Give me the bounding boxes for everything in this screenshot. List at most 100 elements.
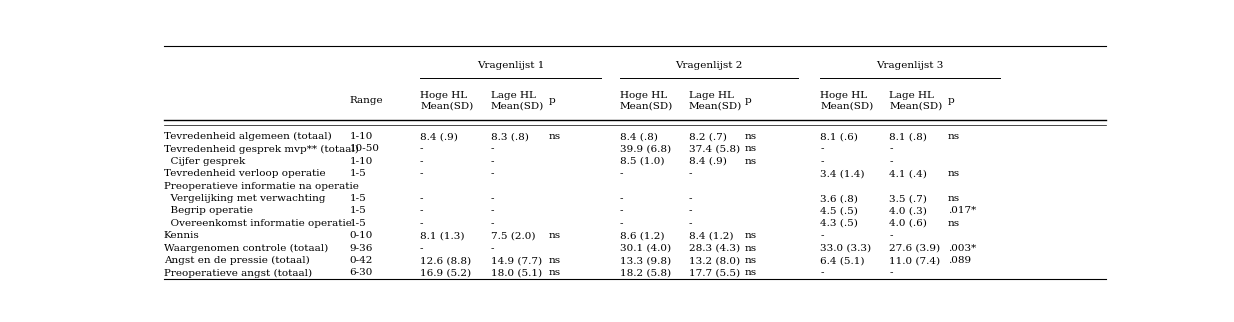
Text: -: -: [420, 169, 423, 178]
Text: -: -: [890, 269, 892, 278]
Text: 8.5 (1.0): 8.5 (1.0): [619, 157, 664, 166]
Text: 8.4 (1.2): 8.4 (1.2): [689, 231, 733, 240]
Text: -: -: [491, 206, 494, 215]
Text: -: -: [821, 157, 824, 166]
Text: 7.5 (2.0): 7.5 (2.0): [491, 231, 536, 240]
Text: 1-5: 1-5: [349, 194, 366, 203]
Text: Overeenkomst informatie operatie: Overeenkomst informatie operatie: [164, 219, 352, 228]
Text: Lage HL
Mean(SD): Lage HL Mean(SD): [491, 90, 544, 111]
Text: 33.0 (3.3): 33.0 (3.3): [821, 244, 871, 253]
Text: 1-5: 1-5: [349, 206, 366, 215]
Text: Hoge HL
Mean(SD): Hoge HL Mean(SD): [420, 90, 474, 111]
Text: -: -: [619, 206, 623, 215]
Text: ns: ns: [548, 132, 560, 141]
Text: p: p: [948, 96, 954, 105]
Text: -: -: [420, 145, 423, 154]
Text: -: -: [689, 219, 692, 228]
Text: -: -: [491, 244, 494, 253]
Text: Angst en de pressie (totaal): Angst en de pressie (totaal): [164, 256, 310, 265]
Text: 6.4 (5.1): 6.4 (5.1): [821, 256, 865, 265]
Text: -: -: [689, 206, 692, 215]
Text: 8.1 (.6): 8.1 (.6): [821, 132, 859, 141]
Text: 10-50: 10-50: [349, 145, 379, 154]
Text: 0-10: 0-10: [349, 231, 373, 240]
Text: -: -: [890, 231, 892, 240]
Text: Cijfer gesprek: Cijfer gesprek: [164, 157, 246, 166]
Text: 13.2 (8.0): 13.2 (8.0): [689, 256, 739, 265]
Text: 4.0 (.3): 4.0 (.3): [890, 206, 927, 215]
Text: ns: ns: [548, 231, 560, 240]
Text: 37.4 (5.8): 37.4 (5.8): [689, 145, 739, 154]
Text: -: -: [491, 219, 494, 228]
Text: -: -: [491, 157, 494, 166]
Text: 8.1 (1.3): 8.1 (1.3): [420, 231, 464, 240]
Text: 4.3 (.5): 4.3 (.5): [821, 219, 859, 228]
Text: 8.6 (1.2): 8.6 (1.2): [619, 231, 664, 240]
Text: 4.0 (.6): 4.0 (.6): [890, 219, 927, 228]
Text: Lage HL
Mean(SD): Lage HL Mean(SD): [890, 90, 943, 111]
Text: 3.4 (1.4): 3.4 (1.4): [821, 169, 865, 178]
Text: Vergelijking met verwachting: Vergelijking met verwachting: [164, 194, 326, 203]
Text: -: -: [420, 244, 423, 253]
Text: p: p: [548, 96, 555, 105]
Text: -: -: [821, 145, 824, 154]
Text: Vragenlijst 1: Vragenlijst 1: [476, 62, 544, 71]
Text: -: -: [890, 157, 892, 166]
Text: Lage HL
Mean(SD): Lage HL Mean(SD): [689, 90, 742, 111]
Text: -: -: [491, 169, 494, 178]
Text: 9-36: 9-36: [349, 244, 373, 253]
Text: ns: ns: [745, 269, 758, 278]
Text: -: -: [821, 269, 824, 278]
Text: 16.9 (5.2): 16.9 (5.2): [420, 269, 471, 278]
Text: 1-5: 1-5: [349, 169, 366, 178]
Text: 0-42: 0-42: [349, 256, 373, 265]
Text: Vragenlijst 2: Vragenlijst 2: [675, 62, 743, 71]
Text: 8.4 (.8): 8.4 (.8): [619, 132, 658, 141]
Text: ns: ns: [745, 231, 758, 240]
Text: 30.1 (4.0): 30.1 (4.0): [619, 244, 671, 253]
Text: 4.5 (.5): 4.5 (.5): [821, 206, 859, 215]
Text: Tevredenheid gesprek mvp** (totaal): Tevredenheid gesprek mvp** (totaal): [164, 144, 359, 154]
Text: -: -: [890, 145, 892, 154]
Text: 3.5 (.7): 3.5 (.7): [890, 194, 927, 203]
Text: 1-10: 1-10: [349, 132, 373, 141]
Text: 18.0 (5.1): 18.0 (5.1): [491, 269, 542, 278]
Text: Tevredenheid algemeen (totaal): Tevredenheid algemeen (totaal): [164, 132, 332, 141]
Text: ns: ns: [745, 157, 758, 166]
Text: Waargenomen controle (totaal): Waargenomen controle (totaal): [164, 243, 328, 253]
Text: 11.0 (7.4): 11.0 (7.4): [890, 256, 940, 265]
Text: .089: .089: [948, 256, 971, 265]
Text: 3.6 (.8): 3.6 (.8): [821, 194, 859, 203]
Text: ns: ns: [948, 219, 960, 228]
Text: -: -: [689, 194, 692, 203]
Text: Range: Range: [349, 96, 383, 105]
Text: -: -: [619, 169, 623, 178]
Text: 8.1 (.8): 8.1 (.8): [890, 132, 927, 141]
Text: Preoperatieve angst (totaal): Preoperatieve angst (totaal): [164, 268, 312, 278]
Text: 28.3 (4.3): 28.3 (4.3): [689, 244, 739, 253]
Text: -: -: [420, 206, 423, 215]
Text: 8.4 (.9): 8.4 (.9): [420, 132, 458, 141]
Text: 12.6 (8.8): 12.6 (8.8): [420, 256, 471, 265]
Text: Kennis: Kennis: [164, 231, 200, 240]
Text: Begrip operatie: Begrip operatie: [164, 206, 253, 215]
Text: -: -: [491, 145, 494, 154]
Text: Preoperatieve informatie na operatie: Preoperatieve informatie na operatie: [164, 182, 359, 191]
Text: -: -: [491, 194, 494, 203]
Text: 17.7 (5.5): 17.7 (5.5): [689, 269, 739, 278]
Text: -: -: [619, 194, 623, 203]
Text: 6-30: 6-30: [349, 269, 373, 278]
Text: -: -: [821, 231, 824, 240]
Text: ns: ns: [548, 269, 560, 278]
Text: ns: ns: [948, 194, 960, 203]
Text: 4.1 (.4): 4.1 (.4): [890, 169, 927, 178]
Text: Tevredenheid verloop operatie: Tevredenheid verloop operatie: [164, 169, 326, 178]
Text: .017*: .017*: [948, 206, 976, 215]
Text: 39.9 (6.8): 39.9 (6.8): [619, 145, 671, 154]
Text: 8.3 (.8): 8.3 (.8): [491, 132, 528, 141]
Text: 13.3 (9.8): 13.3 (9.8): [619, 256, 671, 265]
Text: ns: ns: [948, 169, 960, 178]
Text: -: -: [420, 157, 423, 166]
Text: -: -: [689, 169, 692, 178]
Text: 27.6 (3.9): 27.6 (3.9): [890, 244, 940, 253]
